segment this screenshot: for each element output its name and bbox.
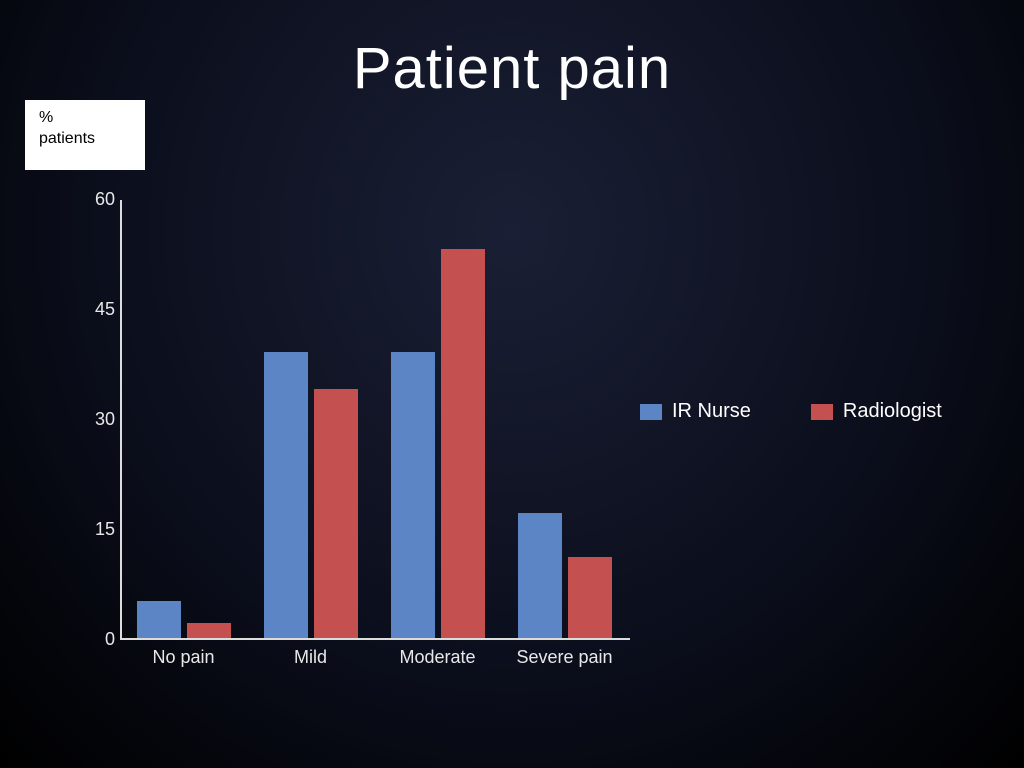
legend-swatch-radiologist bbox=[811, 404, 833, 420]
bar bbox=[518, 513, 562, 638]
legend: IR Nurse Radiologist bbox=[640, 400, 942, 423]
y-tick-label: 45 bbox=[80, 299, 115, 320]
chart-title: Patient pain bbox=[353, 35, 671, 102]
bar bbox=[187, 623, 231, 638]
bar bbox=[264, 352, 308, 638]
y-axis-label-line1: % bbox=[39, 108, 131, 129]
bar bbox=[391, 352, 435, 638]
chart: 015304560 No painMildModerateSevere pain bbox=[75, 200, 630, 640]
legend-label-radiologist: Radiologist bbox=[843, 400, 942, 423]
x-tick-label: Severe pain bbox=[505, 647, 625, 668]
plot-area: 015304560 No painMildModerateSevere pain bbox=[120, 200, 630, 640]
legend-swatch-ir-nurse bbox=[640, 404, 662, 420]
legend-label-ir-nurse: IR Nurse bbox=[672, 400, 751, 423]
y-axis-label-line2: patients bbox=[39, 129, 131, 150]
x-tick-label: No pain bbox=[124, 647, 244, 668]
bar bbox=[441, 249, 485, 638]
y-tick-label: 0 bbox=[80, 629, 115, 650]
y-tick-label: 15 bbox=[80, 519, 115, 540]
x-tick-label: Moderate bbox=[378, 647, 498, 668]
bar bbox=[137, 601, 181, 638]
y-axis bbox=[120, 200, 122, 640]
bar bbox=[568, 557, 612, 638]
legend-item-ir-nurse: IR Nurse bbox=[640, 400, 751, 423]
y-tick-label: 30 bbox=[80, 409, 115, 430]
y-tick-label: 60 bbox=[80, 189, 115, 210]
x-axis bbox=[120, 638, 630, 640]
x-tick-label: Mild bbox=[251, 647, 371, 668]
legend-item-radiologist: Radiologist bbox=[811, 400, 942, 423]
y-axis-label-box: % patients bbox=[25, 100, 145, 170]
bar bbox=[314, 389, 358, 638]
